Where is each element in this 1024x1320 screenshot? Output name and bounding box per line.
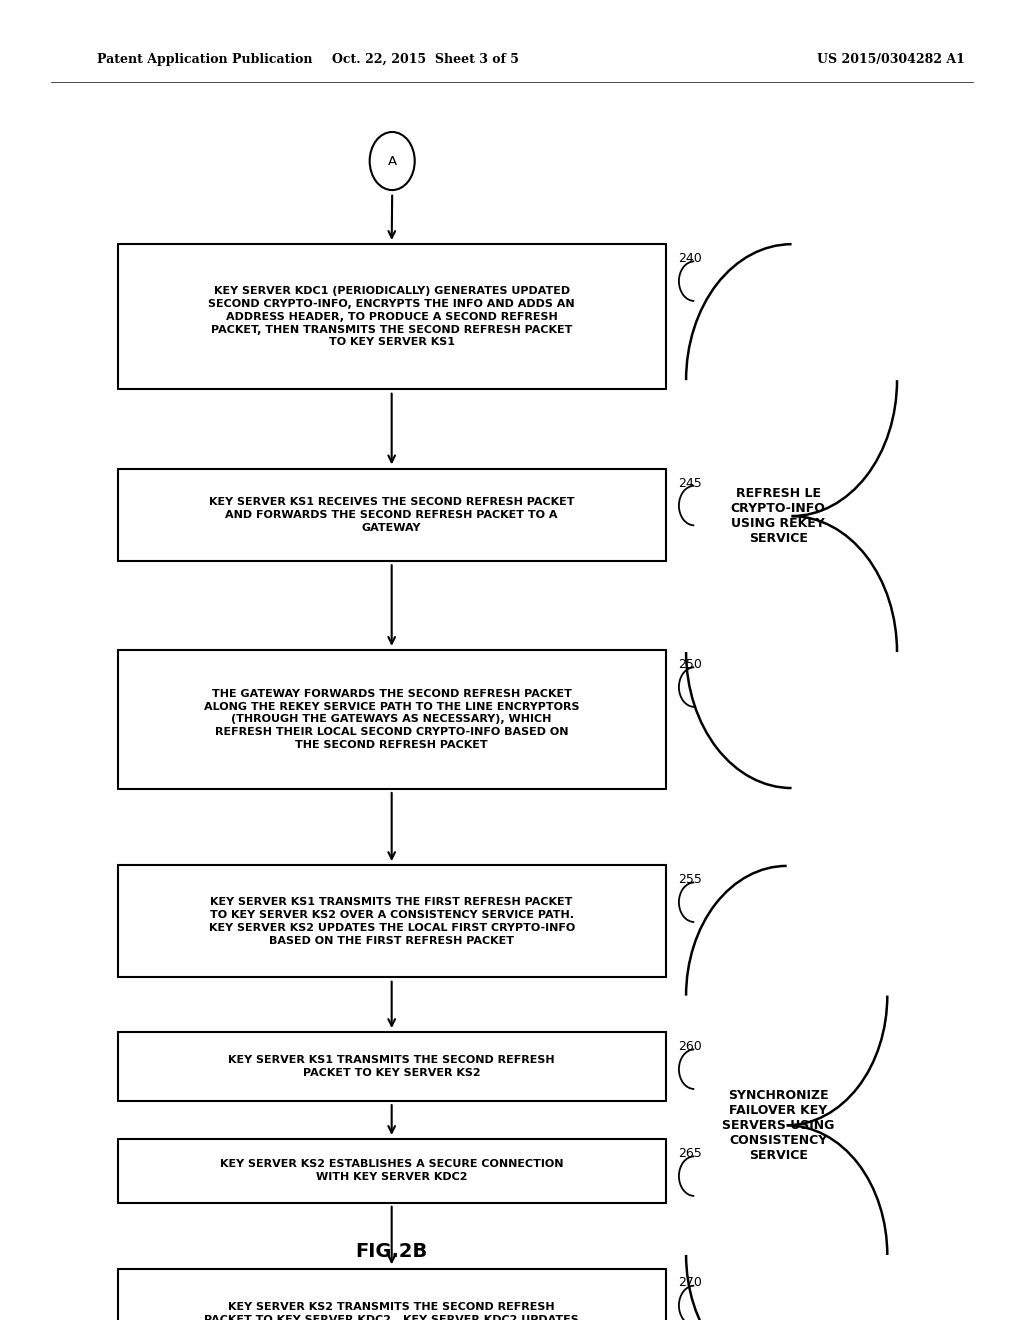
Text: THE GATEWAY FORWARDS THE SECOND REFRESH PACKET
ALONG THE REKEY SERVICE PATH TO T: THE GATEWAY FORWARDS THE SECOND REFRESH … bbox=[204, 689, 580, 750]
Text: A: A bbox=[388, 154, 396, 168]
Text: 245: 245 bbox=[678, 477, 701, 490]
Bar bbox=[118, 649, 666, 788]
Bar bbox=[118, 469, 666, 561]
Text: KEY SERVER KS2 ESTABLISHES A SECURE CONNECTION
WITH KEY SERVER KDC2: KEY SERVER KS2 ESTABLISHES A SECURE CONN… bbox=[220, 1159, 563, 1183]
Text: 265: 265 bbox=[678, 1147, 701, 1160]
Text: KEY SERVER KS2 TRANSMITS THE SECOND REFRESH
PACKET TO KEY SERVER KDC2.  KEY SERV: KEY SERVER KS2 TRANSMITS THE SECOND REFR… bbox=[205, 1303, 579, 1320]
Text: 240: 240 bbox=[678, 252, 701, 265]
Text: FIG.2B: FIG.2B bbox=[355, 1242, 428, 1261]
Bar bbox=[118, 1269, 666, 1320]
Text: US 2015/0304282 A1: US 2015/0304282 A1 bbox=[817, 53, 965, 66]
Text: KEY SERVER KS1 RECEIVES THE SECOND REFRESH PACKET
AND FORWARDS THE SECOND REFRES: KEY SERVER KS1 RECEIVES THE SECOND REFRE… bbox=[209, 498, 574, 532]
Text: 250: 250 bbox=[678, 657, 701, 671]
Text: KEY SERVER KS1 TRANSMITS THE FIRST REFRESH PACKET
TO KEY SERVER KS2 OVER A CONSI: KEY SERVER KS1 TRANSMITS THE FIRST REFRE… bbox=[209, 898, 574, 945]
Text: 255: 255 bbox=[678, 874, 701, 886]
Bar bbox=[118, 244, 666, 389]
Text: 270: 270 bbox=[678, 1276, 701, 1290]
Bar bbox=[118, 866, 666, 977]
Text: 260: 260 bbox=[678, 1040, 701, 1053]
Text: Oct. 22, 2015  Sheet 3 of 5: Oct. 22, 2015 Sheet 3 of 5 bbox=[332, 53, 518, 66]
Text: KEY SERVER KS1 TRANSMITS THE SECOND REFRESH
PACKET TO KEY SERVER KS2: KEY SERVER KS1 TRANSMITS THE SECOND REFR… bbox=[228, 1055, 555, 1078]
Text: Patent Application Publication: Patent Application Publication bbox=[97, 53, 312, 66]
Text: KEY SERVER KDC1 (PERIODICALLY) GENERATES UPDATED
SECOND CRYPTO-INFO, ENCRYPTS TH: KEY SERVER KDC1 (PERIODICALLY) GENERATES… bbox=[208, 286, 575, 347]
Bar bbox=[118, 1032, 666, 1101]
Text: SYNCHRONIZE
FAILOVER KEY
SERVERS USING
CONSISTENCY
SERVICE: SYNCHRONIZE FAILOVER KEY SERVERS USING C… bbox=[722, 1089, 835, 1162]
Bar bbox=[118, 1139, 666, 1203]
Text: REFRESH LE
CRYPTO-INFO
USING REKEY
SERVICE: REFRESH LE CRYPTO-INFO USING REKEY SERVI… bbox=[731, 487, 825, 545]
